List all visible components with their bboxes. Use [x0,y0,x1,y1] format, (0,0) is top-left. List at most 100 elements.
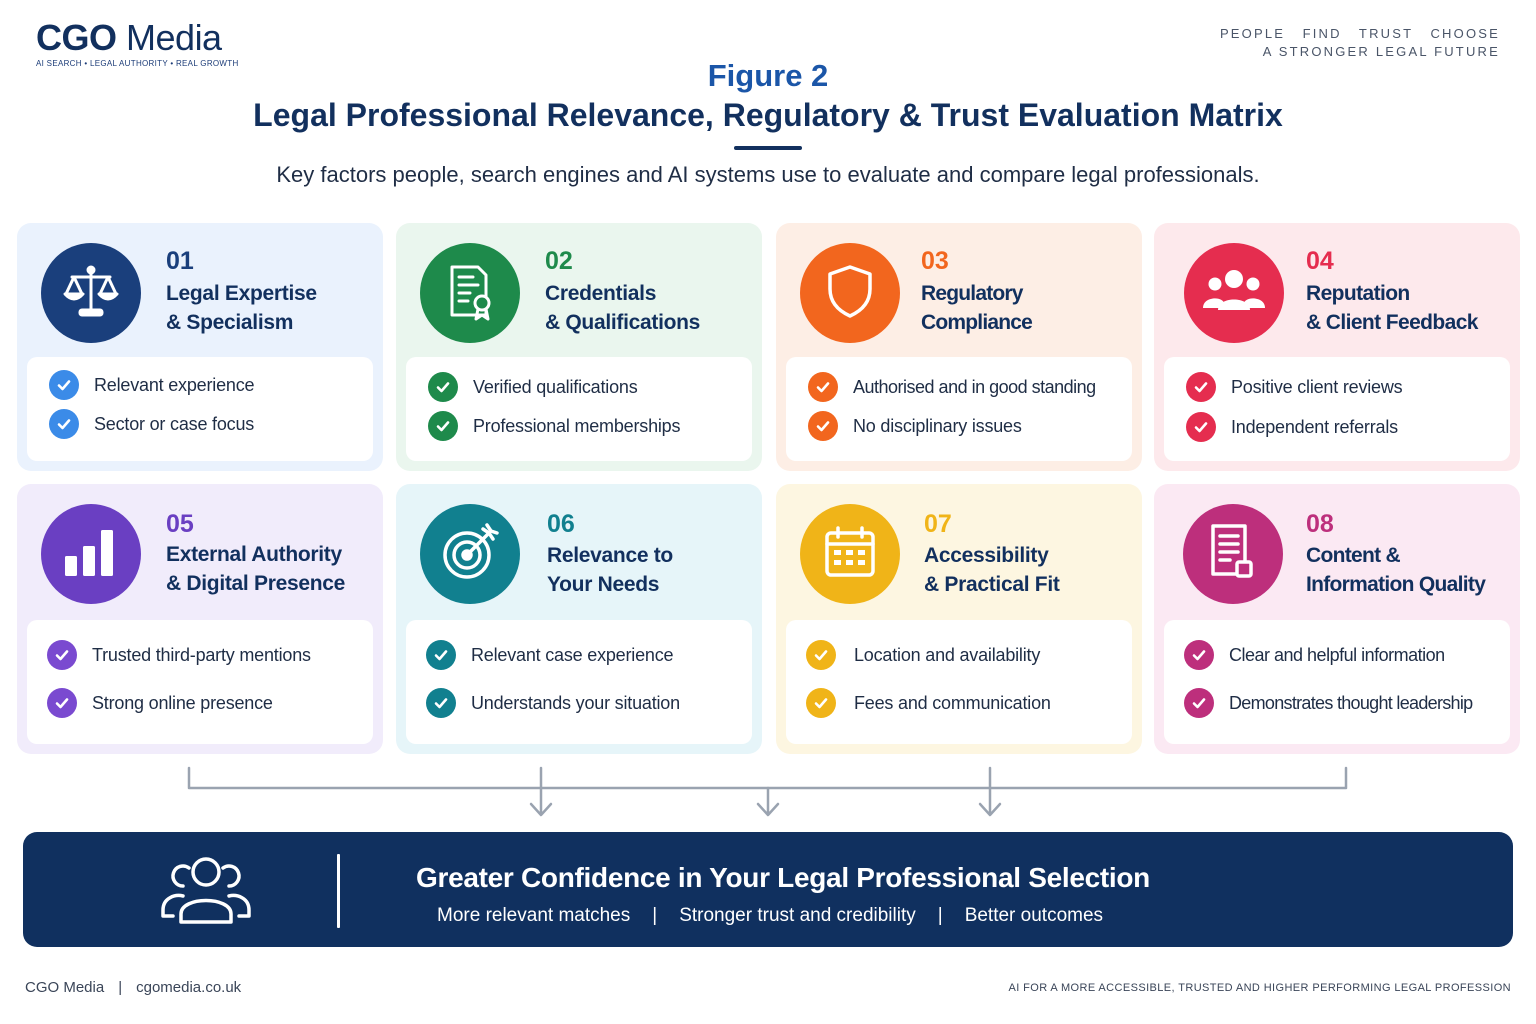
card-number: 02 [545,247,573,275]
item-label: Authorised and in good standing [853,376,1096,397]
banner-divider [337,854,340,928]
factor-card-01: 01 Legal Expertise & Specialism Relevant … [17,223,383,471]
check-icon [1186,372,1216,402]
header-tagline: PEOPLE FIND TRUST CHOOSE A STRONGER LEGA… [1219,26,1500,59]
list-item: Demonstrates thought leadership [1184,688,1473,718]
calendar-icon [822,524,878,585]
check-icon [1184,640,1214,670]
document-icon [1205,522,1261,587]
title-line-2: & Digital Presence [166,572,346,595]
item-label: Sector or case focus [94,413,255,434]
title-line-1: Content & [1306,544,1401,567]
card-title: Reputation & Client Feedback [1306,279,1516,337]
flow-connector [187,766,1348,817]
list-item: Relevant case experience [426,640,674,670]
banner-point: More relevant matches [437,905,631,926]
item-label: Positive client reviews [1231,376,1403,397]
list-item: Trusted third-party mentions [47,640,311,670]
page-subtitle: Key factors people, search engines and A… [276,162,1260,187]
list-item: Authorised and in good standing [808,372,1096,402]
list-item: Fees and communication [806,688,1051,718]
card-number: 05 [166,510,194,538]
people-group-icon [1202,266,1266,321]
bar-chart-icon [63,526,119,583]
list-item: Relevant experience [49,370,255,400]
title-line-2: Your Needs [547,573,660,596]
footer-brand: CGO Media | cgomedia.co.uk [25,979,242,996]
list-item: Positive client reviews [1186,372,1403,402]
title-line-1: Credentials [545,282,657,305]
list-item: No disciplinary issues [808,411,1022,441]
check-icon [808,411,838,441]
checklist: Verified qualifications Professional mem… [406,357,752,461]
card-title: Credentials & Qualifications [545,279,760,337]
list-item: Clear and helpful information [1184,640,1445,670]
checklist: Location and availability Fees and commu… [786,620,1132,744]
check-icon [1186,412,1216,442]
certificate-circle [420,243,520,343]
document-circle [1183,504,1283,604]
checklist: Trusted third-party mentions Strong onli… [27,620,373,744]
item-label: Clear and helpful information [1229,644,1445,665]
list-item: Verified qualifications [428,372,638,402]
list-item: Strong online presence [47,688,273,718]
check-icon [428,411,458,441]
footer-statement: AI FOR A MORE ACCESSIBLE, TRUSTED AND HI… [1008,982,1511,994]
card-title: External Authority & Digital Presence [166,540,381,598]
title-line-1: Accessibility [924,544,1049,567]
list-item: Location and availability [806,640,1040,670]
footer-site-link[interactable]: cgomedia.co.uk [136,979,242,996]
check-icon [808,372,838,402]
checklist: Relevant experience Sector or case focus [27,357,373,461]
list-item: Independent referrals [1186,412,1398,442]
factor-card-02: 02 Credentials & Qualifications Verified … [396,223,762,471]
target-icon [439,521,501,588]
factor-card-05: 05 External Authority & Digital Presence … [17,484,383,754]
item-label: Relevant case experience [471,644,674,665]
scales-circle [41,243,141,343]
check-icon [426,640,456,670]
card-number: 06 [547,510,575,538]
checklist: Relevant case experience Understands you… [406,620,752,744]
check-icon [49,409,79,439]
factor-card-08: 08 Content & Information Quality Clear an… [1154,484,1520,754]
bar-chart-circle [41,504,141,604]
people-group-circle [1184,243,1284,343]
check-icon [47,640,77,670]
card-title: Content & Information Quality [1306,541,1518,599]
calendar-circle [800,504,900,604]
title-underline [734,146,802,150]
item-label: No disciplinary issues [853,415,1022,436]
check-icon [806,688,836,718]
banner-point: Stronger trust and credibility [679,905,916,926]
check-icon [428,372,458,402]
title-line-2: Information Quality [1306,573,1486,596]
target-circle [420,504,520,604]
title-line-1: Relevance to [547,544,673,567]
certificate-icon [440,261,500,326]
check-icon [426,688,456,718]
logo: CGO Media AI SEARCH • LEGAL AUTHORITY • … [36,18,239,69]
checklist: Clear and helpful information Demonstrat… [1164,620,1510,744]
pipe-separator: | [652,905,658,926]
item-label: Understands your situation [471,692,680,713]
checklist: Positive client reviews Independent refe… [1164,357,1510,461]
factor-card-06: 06 Relevance to Your Needs Relevant case … [396,484,762,754]
page-title: Legal Professional Relevance, Regulatory… [253,97,1283,133]
item-label: Verified qualifications [473,376,638,397]
check-icon [47,688,77,718]
title-line-1: Legal Expertise [166,282,317,305]
scales-icon [60,260,122,327]
item-label: Demonstrates thought leadership [1229,692,1473,713]
title-line-1: External Authority [166,543,342,566]
check-icon [806,640,836,670]
item-label: Location and availability [854,644,1041,665]
shield-circle [800,243,900,343]
card-number: 03 [921,247,949,275]
check-icon [1184,688,1214,718]
shield-icon [820,261,880,326]
banner-points: More relevant matches | Stronger trust and… [437,905,1103,927]
logo-tagline: AI SEARCH • LEGAL AUTHORITY • REAL GROWT… [36,59,239,68]
card-title: Accessibility & Practical Fit [924,541,1139,599]
card-number: 01 [166,247,194,275]
